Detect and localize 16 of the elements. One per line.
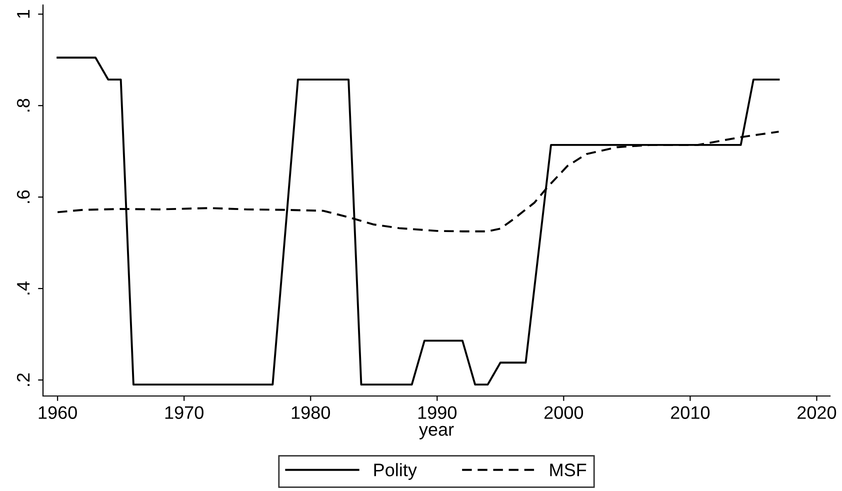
y-tick-label: .2	[16, 373, 30, 386]
y-tick-label: 1	[17, 10, 30, 18]
x-tick-label: 1960	[38, 406, 77, 419]
x-tick-label: 2010	[671, 406, 710, 419]
legend-label: Polity	[374, 463, 417, 480]
line-series	[56, 56, 780, 386]
x-tick-label: 2000	[544, 406, 584, 419]
x-tick-label: 1980	[292, 406, 330, 419]
y-tick-label: .8	[16, 98, 30, 112]
x-axis-title: year	[418, 426, 454, 440]
x-tick-label: 1990	[418, 406, 457, 419]
y-tick-label: .4	[17, 282, 30, 294]
x-tick-label: 2020	[798, 406, 836, 419]
legend-label: MSF	[550, 464, 586, 476]
y-tick-label: .6	[16, 190, 30, 203]
x-tick-label: 1970	[165, 406, 204, 419]
